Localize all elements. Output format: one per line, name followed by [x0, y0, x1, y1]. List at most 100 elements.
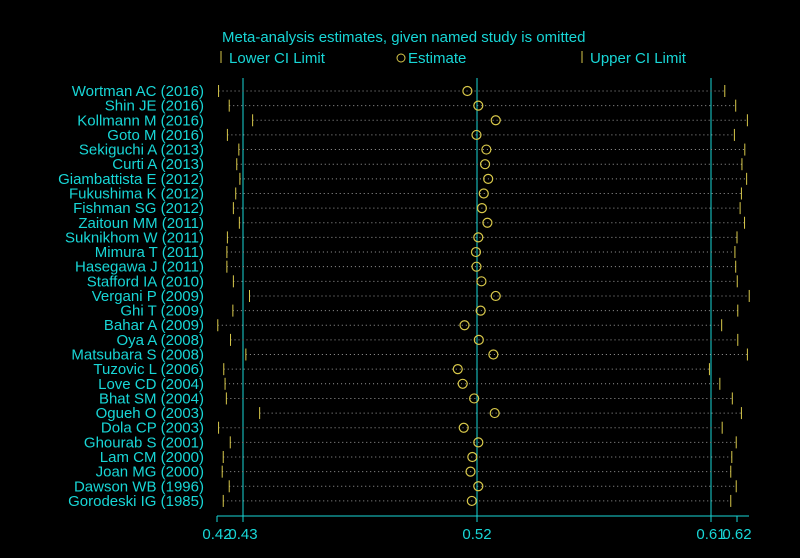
estimate-marker [469, 393, 480, 404]
estimate-marker [452, 364, 463, 375]
study-label: Shin JE (2016) [105, 98, 204, 115]
study-label: Giambattista E (2012) [58, 171, 204, 188]
x-tick-label: 0.42 [202, 526, 231, 543]
study-label: Ghi T (2009) [120, 303, 204, 320]
study-label: Fukushima K (2012) [69, 185, 204, 202]
study-rows: Wortman AC (2016)Shin JE (2016)Kollmann … [58, 83, 750, 510]
study-label: Lam CM (2000) [100, 449, 204, 466]
study-label: Gorodeski IG (1985) [68, 493, 204, 510]
study-row: Curti A (2013) [112, 156, 743, 173]
estimate-marker [488, 349, 499, 360]
study-label: Curti A (2013) [112, 156, 204, 173]
estimate-marker [476, 203, 488, 214]
estimate-marker [459, 320, 470, 331]
legend-estimate-label: Estimate [408, 50, 466, 67]
estimate-marker [481, 144, 492, 155]
study-row: Kollmann M (2016) [77, 112, 748, 129]
study-label: Tuzovic L (2006) [93, 361, 204, 378]
study-label: Dawson WB (1996) [74, 478, 204, 495]
estimate-marker [476, 276, 487, 287]
study-label: Suknikhom W (2011) [65, 229, 204, 246]
study-label: Bahar A (2009) [104, 317, 204, 334]
study-row: Dawson WB (1996) [74, 478, 737, 495]
study-row: Ghi T (2009) [120, 303, 739, 320]
study-label: Ogueh O (2003) [96, 405, 204, 422]
study-label: Dola CP (2003) [101, 420, 204, 437]
estimate-marker [467, 451, 478, 463]
study-row: Stafford IA (2010) [87, 273, 738, 290]
study-row: Lam CM (2000) [100, 449, 733, 466]
estimate-marker [458, 422, 469, 433]
study-row: Goto M (2016) [107, 127, 735, 144]
study-row: Sekiguchi A (2013) [79, 142, 746, 159]
study-row: Fukushima K (2012) [69, 185, 742, 202]
study-row: Matsubara S (2008) [71, 347, 748, 364]
x-tick-label: 0.62 [722, 526, 751, 543]
estimate-marker [490, 290, 501, 302]
study-row: Wortman AC (2016) [72, 83, 726, 100]
study-label: Matsubara S (2008) [71, 347, 204, 364]
estimate-marker [473, 100, 484, 111]
estimate-marker [465, 466, 476, 477]
study-row: Ghourab S (2001) [84, 434, 737, 451]
estimate-marker [482, 217, 493, 228]
study-label: Oya A (2008) [116, 332, 204, 349]
study-label: Ghourab S (2001) [84, 434, 204, 451]
estimate-marker [475, 305, 486, 316]
study-row: Mimura T (2011) [95, 244, 736, 261]
study-row: Joan MG (2000) [96, 464, 732, 481]
estimate-marker [473, 232, 484, 243]
study-row: Giambattista E (2012) [58, 171, 748, 188]
legend-lower-ci-label: Lower CI Limit [229, 50, 326, 67]
study-label: Joan MG (2000) [96, 464, 204, 481]
study-label: Vergani P (2009) [92, 288, 204, 305]
estimate-marker [489, 407, 500, 419]
study-row: Fishman SG (2012) [73, 200, 741, 217]
estimate-marker [462, 85, 473, 97]
estimate-marker [457, 378, 468, 389]
estimate-marker [466, 495, 477, 507]
study-row: Gorodeski IG (1985) [68, 493, 732, 510]
legend-estimate-symbol [396, 53, 406, 63]
study-row: Ogueh O (2003) [96, 405, 742, 422]
study-row: Love CD (2004) [98, 376, 721, 393]
x-tick-label: 0.52 [462, 526, 491, 543]
study-row: Suknikhom W (2011) [65, 229, 738, 246]
study-row: Vergani P (2009) [92, 288, 750, 305]
x-tick-label: 0.43 [228, 526, 257, 543]
study-row: Tuzovic L (2006) [93, 361, 710, 378]
chart-title: Meta-analysis estimates, given named stu… [222, 29, 586, 46]
study-row: Zaitoun MM (2011) [78, 215, 746, 232]
x-axis-ticks: 0.420.43 0.52 0.610.62 [202, 516, 752, 543]
study-row: Hasegawa J (2011) [75, 259, 737, 276]
study-label: Goto M (2016) [107, 127, 204, 144]
study-label: Kollmann M (2016) [77, 112, 204, 129]
estimate-marker [471, 129, 482, 141]
study-row: Oya A (2008) [116, 332, 739, 349]
estimate-marker [483, 173, 494, 184]
study-row: Dola CP (2003) [101, 420, 723, 437]
estimate-marker [470, 246, 482, 258]
study-label: Zaitoun MM (2011) [78, 215, 204, 232]
study-row: Bahar A (2009) [104, 317, 723, 334]
study-label: Stafford IA (2010) [87, 273, 204, 290]
study-label: Sekiguchi A (2013) [79, 142, 204, 159]
study-row: Bhat SM (2004) [99, 390, 733, 407]
estimate-marker [473, 437, 484, 448]
study-label: Mimura T (2011) [95, 244, 204, 261]
study-label: Love CD (2004) [98, 376, 204, 393]
estimate-marker [479, 159, 491, 170]
estimate-marker [473, 334, 484, 345]
estimate-marker [478, 188, 489, 199]
study-label: Wortman AC (2016) [72, 83, 204, 100]
study-label: Hasegawa J (2011) [75, 259, 204, 276]
legend: Lower CI Limit Estimate Upper CI Limit [220, 50, 687, 67]
study-row: Shin JE (2016) [105, 98, 737, 115]
estimate-marker [473, 481, 484, 492]
legend-upper-ci-label: Upper CI Limit [590, 50, 687, 67]
x-tick-label: 0.61 [696, 526, 725, 543]
study-label: Fishman SG (2012) [73, 200, 204, 217]
estimate-marker [490, 115, 501, 126]
